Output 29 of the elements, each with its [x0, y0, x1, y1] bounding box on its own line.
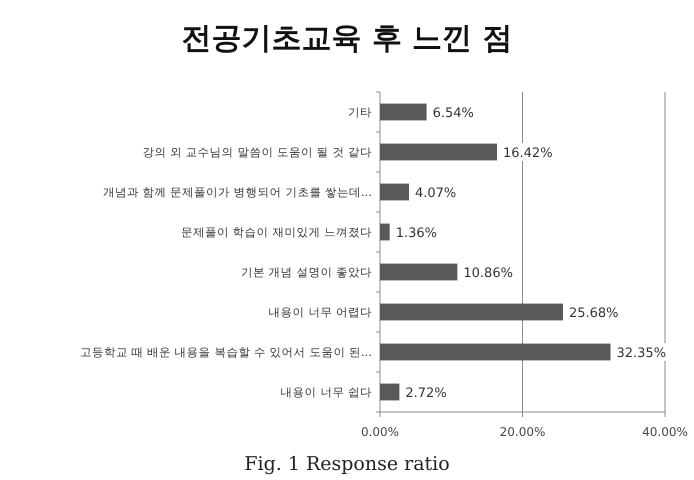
y-tick-label: 내용이 너무 어렵다: [268, 305, 372, 319]
data-label: 6.54%: [432, 106, 474, 121]
y-tick-label: 기타: [348, 105, 372, 119]
x-tick-label: 40.00%: [642, 425, 688, 439]
y-tick-label: 문제풀이 학습이 재미있게 느껴졌다: [181, 225, 372, 239]
data-label: 10.86%: [463, 266, 513, 281]
bar: [380, 104, 427, 120]
data-label: 1.36%: [396, 226, 438, 241]
bar: [380, 224, 390, 240]
y-tick-label: 고등학교 때 배운 내용을 복습할 수 있어서 도움이 된...: [80, 345, 372, 359]
y-tick-label: 기본 개념 설명이 좋았다: [241, 265, 372, 279]
x-tick-label: 0.00%: [360, 425, 400, 439]
data-label: 2.72%: [405, 386, 447, 401]
caption: Fig. 1 Response ratio: [244, 453, 450, 475]
data-label: 16.42%: [502, 146, 553, 161]
bar: [380, 344, 610, 360]
data-label: 25.68%: [568, 306, 619, 321]
data-label: 32.35%: [616, 346, 666, 361]
bar: [380, 144, 497, 160]
bar: [380, 184, 409, 200]
chart-title: 전공기초교육 후 느낀 점: [181, 21, 513, 56]
data-label: 4.07%: [415, 186, 456, 201]
y-tick-label: 강의 외 교수님의 말씀이 도움이 될 것 같다: [142, 145, 372, 159]
y-tick-label: 개념과 함께 문제풀이가 병행되어 기초를 쌓는데...: [102, 185, 372, 199]
bar: [380, 384, 400, 400]
bar: [380, 304, 563, 320]
y-tick-label: 내용이 너무 쉽다: [280, 385, 372, 399]
bar: [380, 264, 458, 280]
x-tick-label: 20.00%: [500, 425, 546, 439]
